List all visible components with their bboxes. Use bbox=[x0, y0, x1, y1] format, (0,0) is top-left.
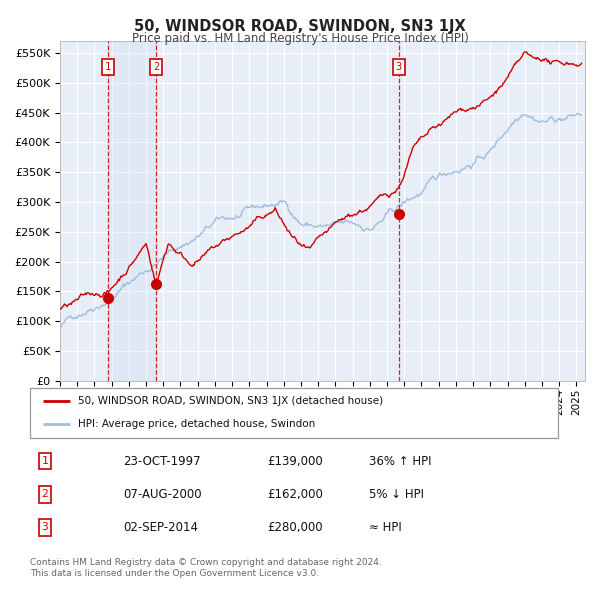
Text: HPI: Average price, detached house, Swindon: HPI: Average price, detached house, Swin… bbox=[77, 419, 315, 430]
Text: ≈ HPI: ≈ HPI bbox=[369, 521, 402, 534]
FancyBboxPatch shape bbox=[30, 388, 558, 438]
Text: £280,000: £280,000 bbox=[267, 521, 323, 534]
Text: 1: 1 bbox=[41, 457, 49, 466]
Text: 07-AUG-2000: 07-AUG-2000 bbox=[123, 488, 202, 501]
Text: 1: 1 bbox=[105, 62, 112, 72]
Text: 5% ↓ HPI: 5% ↓ HPI bbox=[369, 488, 424, 501]
Text: 3: 3 bbox=[41, 523, 49, 532]
Text: Contains HM Land Registry data © Crown copyright and database right 2024.
This d: Contains HM Land Registry data © Crown c… bbox=[30, 558, 382, 578]
Text: 2: 2 bbox=[41, 490, 49, 499]
Text: 3: 3 bbox=[395, 62, 402, 72]
Text: 02-SEP-2014: 02-SEP-2014 bbox=[123, 521, 198, 534]
Bar bbox=[108, 41, 157, 381]
Text: 36% ↑ HPI: 36% ↑ HPI bbox=[369, 455, 431, 468]
Text: 50, WINDSOR ROAD, SWINDON, SN3 1JX (detached house): 50, WINDSOR ROAD, SWINDON, SN3 1JX (deta… bbox=[77, 396, 383, 406]
Text: £139,000: £139,000 bbox=[267, 455, 323, 468]
Text: Price paid vs. HM Land Registry's House Price Index (HPI): Price paid vs. HM Land Registry's House … bbox=[131, 32, 469, 45]
Text: £162,000: £162,000 bbox=[267, 488, 323, 501]
Text: 23-OCT-1997: 23-OCT-1997 bbox=[123, 455, 200, 468]
Text: 2: 2 bbox=[153, 62, 160, 72]
Text: 50, WINDSOR ROAD, SWINDON, SN3 1JX: 50, WINDSOR ROAD, SWINDON, SN3 1JX bbox=[134, 19, 466, 34]
